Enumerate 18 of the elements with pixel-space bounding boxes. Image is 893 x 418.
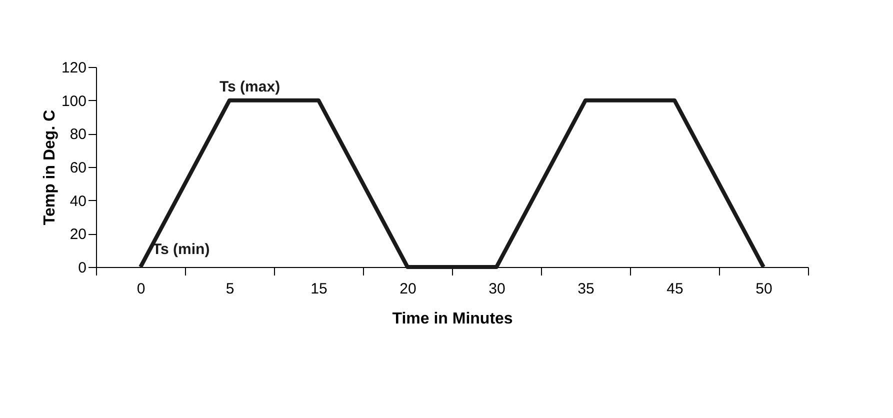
x-tick-label: 50 [756, 280, 772, 298]
y-tick-label: 100 [61, 92, 86, 110]
y-tick-label: 120 [61, 60, 86, 76]
y-tick-label: 40 [70, 192, 86, 210]
y-tick-label: 80 [70, 126, 86, 144]
annotation: Ts (max) [220, 78, 280, 96]
x-axis-title: Time in Minutes [392, 310, 513, 328]
x-tick-label: 20 [400, 280, 416, 298]
y-axis-title: Temp in Deg. C [41, 109, 58, 226]
y-tick-label: 20 [70, 226, 86, 244]
y-tick-label: 60 [70, 160, 86, 176]
x-tick-label: 35 [578, 280, 594, 298]
x-tick-label: 0 [136, 280, 146, 298]
x-tick-label: 30 [488, 280, 506, 298]
y-tick-label: 0 [78, 260, 86, 276]
x-tick-label: 15 [310, 280, 328, 298]
x-tick-label: 5 [226, 280, 234, 298]
x-tick-label: 45 [666, 280, 684, 298]
